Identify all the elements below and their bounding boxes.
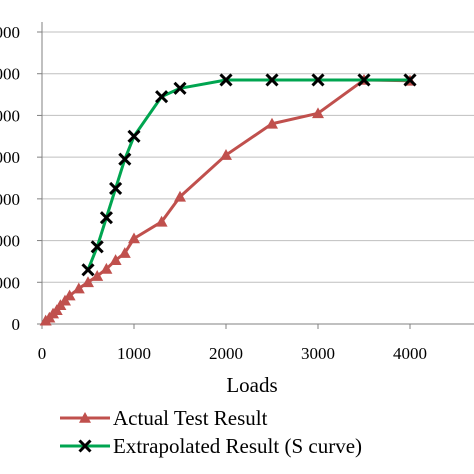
data-point	[403, 73, 417, 87]
legend-label: Actual Test Result	[113, 406, 268, 430]
data-point	[312, 107, 324, 119]
legend-marker	[78, 439, 92, 453]
x-tick-label: 0	[38, 344, 47, 363]
x-tick-label: 4000	[393, 344, 427, 363]
data-point	[72, 282, 85, 294]
data-point	[220, 149, 232, 160]
legend-item: Extrapolated Result (S curve)	[60, 434, 362, 458]
data-point	[63, 289, 76, 301]
data-point	[81, 263, 95, 277]
data-point	[118, 247, 131, 258]
data-point	[118, 152, 132, 166]
x-axis-title: Loads	[226, 373, 277, 397]
marker-stroke	[81, 263, 95, 277]
data-point	[90, 240, 104, 254]
axes	[37, 22, 474, 329]
marker-stroke	[127, 129, 141, 143]
data-point	[265, 73, 279, 87]
marker-stroke	[99, 211, 113, 225]
data-point	[311, 73, 325, 87]
data-point	[109, 254, 122, 265]
marker-stroke	[155, 90, 169, 104]
data-point	[109, 181, 123, 195]
y-tick-label: 000	[0, 23, 20, 42]
marker-stroke	[118, 152, 132, 166]
data-point	[82, 276, 94, 288]
marker-stroke	[403, 73, 417, 87]
x-tick-label: 1000	[117, 344, 151, 363]
legend: Actual Test Result Extrapolated Result (S…	[60, 406, 362, 458]
marker-stroke	[219, 73, 233, 87]
marker-stroke	[173, 81, 187, 95]
series-2	[81, 73, 417, 277]
marker-stroke	[265, 73, 279, 87]
x-tick-label: 2000	[209, 344, 243, 363]
marker-stroke	[311, 73, 325, 87]
y-tick-label: 000	[0, 148, 20, 167]
data-point	[99, 211, 113, 225]
x-tick-labels: 0 1000 2000 3000 4000	[38, 344, 427, 363]
data-point	[219, 73, 233, 87]
data-point	[173, 81, 187, 95]
y-tick-labels: 0000000000000000000000	[0, 23, 20, 334]
data-point	[100, 262, 113, 274]
data-point	[357, 73, 371, 87]
gridlines	[42, 31, 474, 283]
y-tick-label: 000	[0, 273, 20, 292]
marker-stroke	[109, 181, 123, 195]
marker-stroke	[78, 439, 92, 453]
marker-stroke	[357, 73, 371, 87]
legend-label: Extrapolated Result (S curve)	[113, 434, 362, 458]
y-tick-label: 000	[0, 190, 20, 209]
legend-marker	[79, 412, 91, 423]
legend-item: Actual Test Result	[60, 406, 268, 430]
series-layer	[39, 73, 417, 326]
x-tick-label: 3000	[301, 344, 335, 363]
y-tick-label: 000	[0, 106, 20, 125]
data-point	[128, 232, 140, 244]
y-tick-label: 0	[12, 315, 21, 334]
data-point	[266, 117, 278, 129]
data-point	[91, 270, 104, 281]
data-point	[174, 190, 186, 202]
data-point	[155, 215, 168, 227]
marker-stroke	[90, 240, 104, 254]
data-point	[127, 129, 141, 143]
y-tick-label: 000	[0, 65, 20, 84]
y-tick-label: 000	[0, 232, 20, 251]
data-point	[155, 90, 169, 104]
